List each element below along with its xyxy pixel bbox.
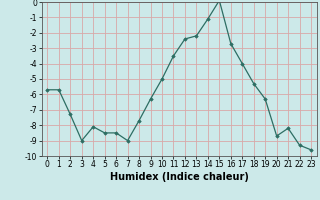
X-axis label: Humidex (Indice chaleur): Humidex (Indice chaleur) (110, 172, 249, 182)
